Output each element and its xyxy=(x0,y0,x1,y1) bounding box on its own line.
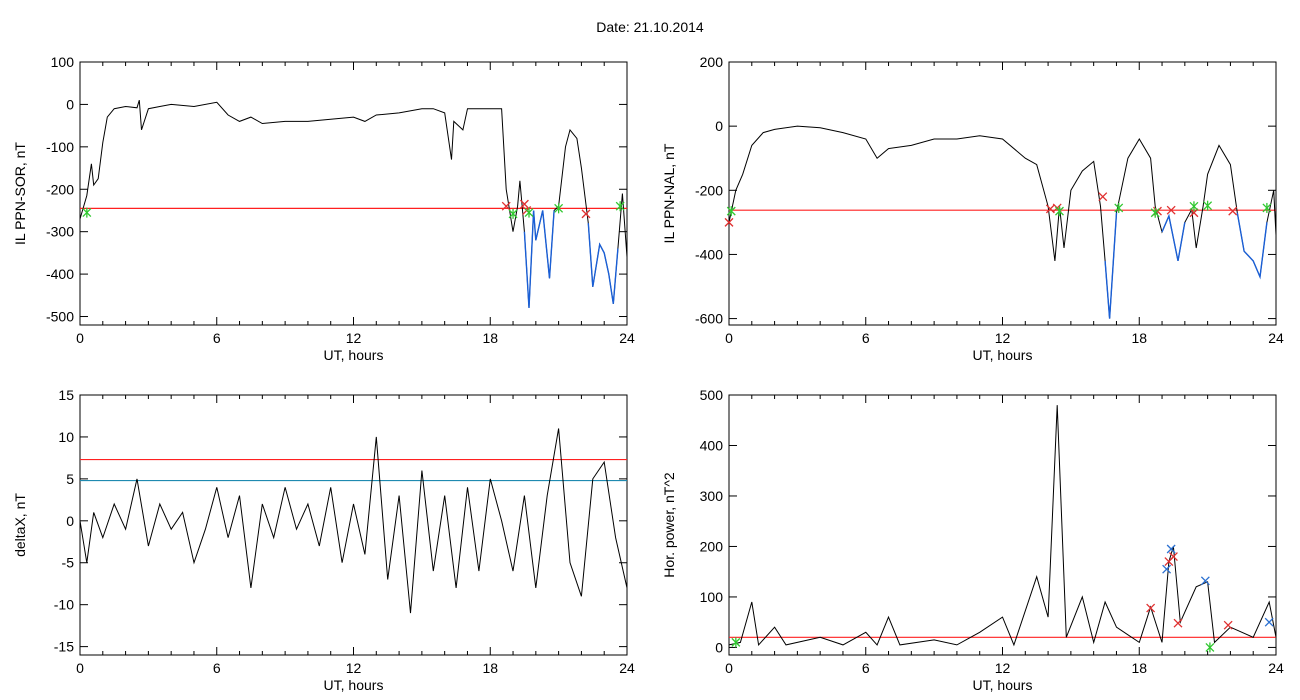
y-tick-label: 100 xyxy=(700,589,724,605)
y-axis-label: Hor. power, nT^2 xyxy=(661,472,677,578)
x-tick-label: 12 xyxy=(346,660,362,676)
x-tick-label: 0 xyxy=(76,660,84,676)
marker-blue xyxy=(1264,617,1274,627)
y-tick-label: 0 xyxy=(715,118,723,134)
x-tick-label: 18 xyxy=(1131,330,1147,346)
y-axis-label: IL PPN-SOR, nT xyxy=(12,142,28,245)
y-tick-label: -10 xyxy=(54,597,74,613)
x-tick-label: 24 xyxy=(619,330,635,346)
marker-green xyxy=(1203,200,1213,211)
x-tick-label: 0 xyxy=(725,330,733,346)
series-line xyxy=(79,428,628,614)
below-threshold-segment xyxy=(587,223,619,304)
y-tick-label: 200 xyxy=(700,538,724,554)
x-axis-label: UT, hours xyxy=(324,677,384,693)
marker-blue xyxy=(1162,564,1172,574)
marker-red xyxy=(1223,620,1233,630)
marker-green xyxy=(524,207,534,218)
x-tick-label: 24 xyxy=(619,660,635,676)
marker-green xyxy=(1189,201,1199,212)
y-tick-label: 0 xyxy=(66,96,74,112)
marker-green xyxy=(731,637,741,648)
y-tick-label: 0 xyxy=(66,513,74,529)
x-tick-label: 0 xyxy=(725,660,733,676)
below-threshold-segment xyxy=(1104,212,1118,319)
marker-green xyxy=(615,201,625,212)
y-tick-label: -400 xyxy=(695,246,723,262)
marker-green xyxy=(1114,202,1124,213)
marker-green xyxy=(1150,207,1160,218)
x-axis-label: UT, hours xyxy=(973,677,1033,693)
marker-green xyxy=(726,206,736,217)
below-threshold-segment xyxy=(1161,213,1186,262)
x-axis-label: UT, hours xyxy=(973,347,1033,363)
series-line xyxy=(79,100,628,309)
marker-red xyxy=(581,209,591,219)
y-tick-label: 200 xyxy=(700,54,724,70)
y-tick-label: -500 xyxy=(46,309,74,325)
x-tick-label: 6 xyxy=(862,660,870,676)
y-tick-label: -200 xyxy=(695,182,723,198)
y-tick-label: 5 xyxy=(66,471,74,487)
marker-red xyxy=(1146,603,1156,613)
y-tick-label: 500 xyxy=(700,387,724,403)
y-tick-label: 100 xyxy=(51,54,75,70)
marker-red xyxy=(1173,618,1183,628)
x-tick-label: 12 xyxy=(346,330,362,346)
marker-blue xyxy=(1166,544,1176,554)
y-tick-label: -600 xyxy=(695,311,723,327)
y-tick-label: -100 xyxy=(46,139,74,155)
y-tick-label: -15 xyxy=(54,639,74,655)
marker-red xyxy=(1228,206,1238,216)
marker-green xyxy=(1205,642,1215,653)
marker-green xyxy=(82,207,92,218)
marker-red xyxy=(1189,208,1199,218)
y-tick-label: -5 xyxy=(62,555,75,571)
y-tick-label: 15 xyxy=(58,387,74,403)
y-tick-label: -200 xyxy=(46,181,74,197)
marker-red xyxy=(1168,552,1178,562)
y-tick-label: 10 xyxy=(58,429,74,445)
marker-red xyxy=(724,217,734,227)
y-tick-label: -300 xyxy=(46,224,74,240)
x-tick-label: 18 xyxy=(482,330,498,346)
y-tick-label: 300 xyxy=(700,488,724,504)
y-axis-label: deltaX, nT xyxy=(12,493,28,557)
marker-green xyxy=(554,203,564,214)
x-tick-label: 6 xyxy=(213,660,221,676)
page-title: Date: 21.10.2014 xyxy=(596,19,704,35)
y-tick-label: -400 xyxy=(46,266,74,282)
x-tick-label: 24 xyxy=(1268,330,1284,346)
y-tick-label: 400 xyxy=(700,437,724,453)
below-threshold-segment xyxy=(1236,212,1268,280)
marker-red xyxy=(501,201,511,211)
x-tick-label: 18 xyxy=(1131,660,1147,676)
x-tick-label: 24 xyxy=(1268,660,1284,676)
marker-red xyxy=(1166,205,1176,215)
y-tick-label: 0 xyxy=(715,639,723,655)
plot-frame xyxy=(728,394,1277,656)
x-tick-label: 0 xyxy=(76,330,84,346)
marker-red xyxy=(1098,192,1108,202)
marker-green xyxy=(1262,202,1272,213)
x-axis-label: UT, hours xyxy=(324,347,384,363)
marker-blue xyxy=(1200,576,1210,586)
x-tick-label: 18 xyxy=(482,660,498,676)
x-tick-label: 6 xyxy=(862,330,870,346)
marker-red xyxy=(519,199,529,209)
series-line xyxy=(728,405,1277,647)
x-tick-label: 12 xyxy=(995,660,1011,676)
y-axis-label: IL PPN-NAL, nT xyxy=(661,143,677,243)
x-tick-label: 6 xyxy=(213,330,221,346)
marker-green xyxy=(508,208,518,219)
x-tick-label: 12 xyxy=(995,330,1011,346)
series-line xyxy=(728,125,1277,319)
below-threshold-segment xyxy=(523,210,555,309)
marker-green xyxy=(1055,206,1064,217)
